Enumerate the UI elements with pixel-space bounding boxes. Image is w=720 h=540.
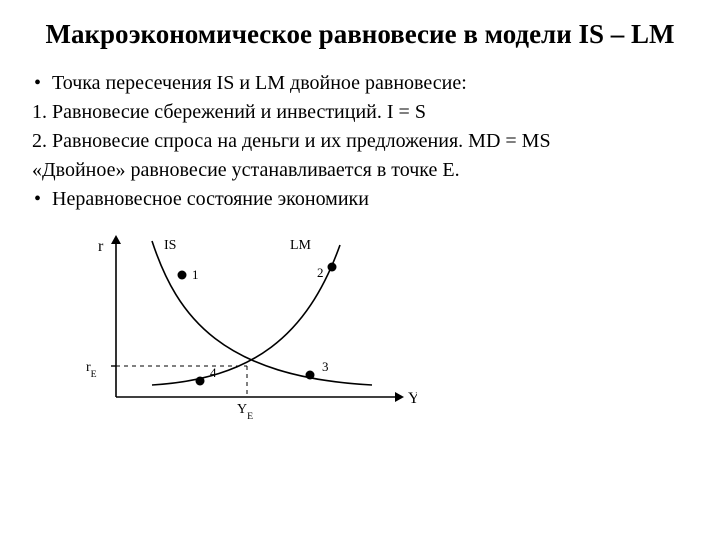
point-4-icon xyxy=(196,377,205,386)
ye-label: YE xyxy=(237,402,253,422)
x-axis-arrow-icon xyxy=(395,392,404,402)
point-3-icon xyxy=(306,371,315,380)
slide-body: Точка пересечения IS и LM двойное равнов… xyxy=(24,70,696,213)
point-2-icon xyxy=(328,263,337,272)
y-axis-label: r xyxy=(98,238,104,255)
point-3-label: 3 xyxy=(322,359,329,374)
bullet-noneq: Неравновесное состояние экономики xyxy=(24,186,696,213)
line-eq2: 2. Равновесие спроса на деньги и их пред… xyxy=(24,128,696,155)
point-1-icon xyxy=(178,271,187,280)
point-1-label: 1 xyxy=(192,267,199,282)
y-axis-arrow-icon xyxy=(111,235,121,244)
bullet-intersection: Точка пересечения IS и LM двойное равнов… xyxy=(24,70,696,97)
is-curve xyxy=(152,241,372,385)
is-lm-diagram: r Y IS LM rE YE 1 2 3 4 xyxy=(72,227,417,422)
diagram-container: r Y IS LM rE YE 1 2 3 4 xyxy=(24,227,696,427)
point-4-label: 4 xyxy=(210,365,217,380)
slide-title: Макроэкономическое равновесие в модели I… xyxy=(24,18,696,50)
point-2-label: 2 xyxy=(317,265,324,280)
line-eq1: 1. Равновесие сбережений и инвестиций. I… xyxy=(24,99,696,126)
re-label: rE xyxy=(86,360,97,380)
x-axis-label: Y xyxy=(408,390,417,407)
is-label: IS xyxy=(164,238,176,253)
lm-curve xyxy=(152,245,340,385)
slide: Макроэкономическое равновесие в модели I… xyxy=(0,0,720,540)
line-double-eq: «Двойное» равновесие устанавливается в т… xyxy=(24,157,696,184)
lm-label: LM xyxy=(290,238,312,253)
